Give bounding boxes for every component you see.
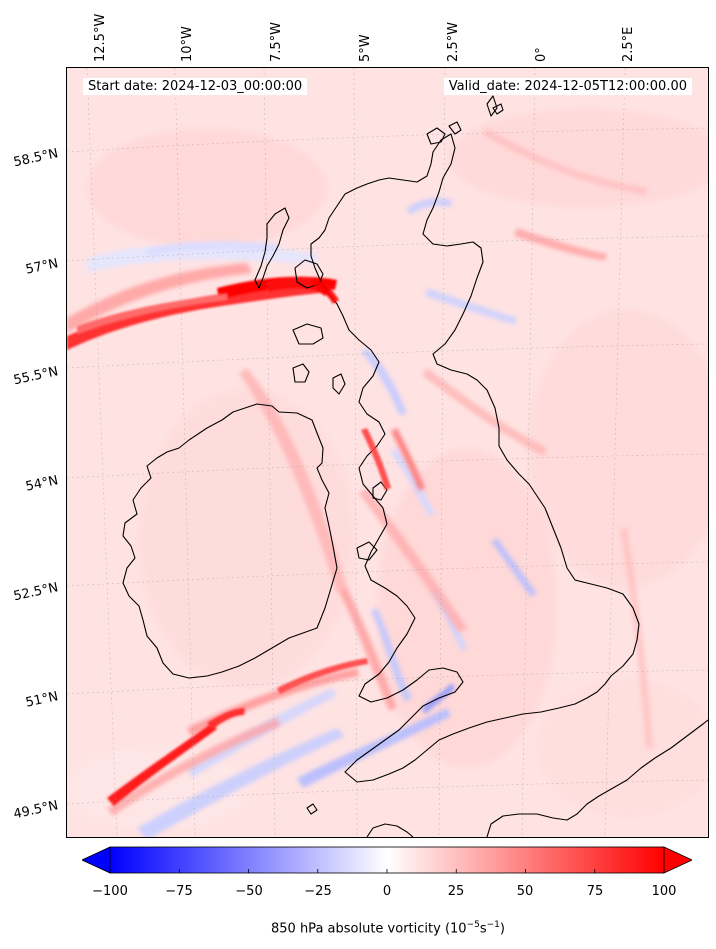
- lat-label-55-5n: 55.5°N: [12, 364, 60, 389]
- colorbar-label-exp2: −1: [486, 920, 500, 930]
- strong-vorticity-band: [67, 276, 368, 806]
- cb-tick-label: 0: [382, 884, 392, 899]
- cb-tick-label: −25: [304, 884, 332, 899]
- lat-label-54n: 54°N: [24, 473, 60, 495]
- lat-label-51n: 51°N: [24, 689, 60, 711]
- lon-label-5w: 5°W: [358, 34, 373, 62]
- positive-vorticity-streaks: [67, 128, 653, 816]
- colorbar: [82, 846, 692, 874]
- lon-label-0: 0°: [534, 47, 549, 62]
- coast-orkney-2: [448, 121, 462, 135]
- graticule: [67, 68, 708, 837]
- valid-date-label: Valid_date: 2024-12-05T12:00:00.00: [443, 78, 692, 95]
- coast-hebrides: [254, 207, 290, 289]
- colorbar-extend-min: [82, 846, 111, 874]
- lat-label-58-5n: 58.5°N: [12, 146, 60, 171]
- vorticity-field: [67, 68, 708, 837]
- cb-tick-label: −75: [165, 884, 193, 899]
- negative-vorticity-patches: [87, 198, 537, 837]
- lon-label-2-5e: 2.5°E: [621, 26, 636, 62]
- colorbar-label-suffix: ): [499, 921, 505, 937]
- coast-france: [486, 719, 708, 837]
- coast-skye: [294, 259, 324, 289]
- cb-tick-label: −100: [92, 884, 128, 899]
- coast-islay: [292, 363, 310, 383]
- colorbar-gradient: [82, 846, 692, 874]
- lat-label-57n: 57°N: [24, 256, 60, 278]
- lon-label-12-5w: 12.5°W: [93, 13, 108, 62]
- lat-label-49-5n: 49.5°N: [12, 798, 60, 823]
- cb-tick-label: 75: [586, 884, 604, 899]
- coast-isle-of-man: [372, 481, 388, 501]
- cb-tick-label: −50: [235, 884, 263, 899]
- coastlines: [122, 95, 708, 837]
- cb-tick-label: 100: [651, 884, 677, 899]
- start-date-label: Start date: 2024-12-03_00:00:00: [83, 78, 308, 95]
- colorbar-label-mid: s: [479, 921, 487, 937]
- coast-arran: [332, 373, 346, 395]
- lon-label-7-5w: 7.5°W: [269, 21, 284, 62]
- coast-shetland: [486, 95, 498, 117]
- lat-label-52-5n: 52.5°N: [12, 580, 60, 605]
- coast-ireland: [122, 403, 338, 679]
- cb-tick-label: 50: [516, 884, 534, 899]
- coast-north-isle: [492, 103, 504, 115]
- coast-scilly: [306, 803, 318, 815]
- cb-tick-label: 25: [447, 884, 465, 899]
- coast-brittany: [366, 823, 414, 837]
- lon-label-2-5w: 2.5°W: [446, 21, 461, 62]
- vorticity-map[interactable]: Start date: 2024-12-03_00:00:00 Valid_da…: [66, 67, 709, 838]
- colorbar-label-prefix: 850 hPa absolute vorticity (10: [271, 921, 467, 937]
- lon-label-10w: 10°W: [180, 26, 195, 62]
- coast-great-britain: [310, 133, 640, 783]
- highland-streaks: [311, 278, 391, 490]
- colorbar-extend-max: [663, 846, 692, 874]
- colorbar-label: 850 hPa absolute vorticity (10−5s−1): [0, 920, 716, 936]
- colorbar-label-exp1: −5: [466, 920, 480, 930]
- coast-anglesey: [356, 541, 378, 561]
- colorbar-body: [109, 846, 665, 874]
- coast-mull: [292, 323, 324, 345]
- coast-orkney: [426, 127, 446, 145]
